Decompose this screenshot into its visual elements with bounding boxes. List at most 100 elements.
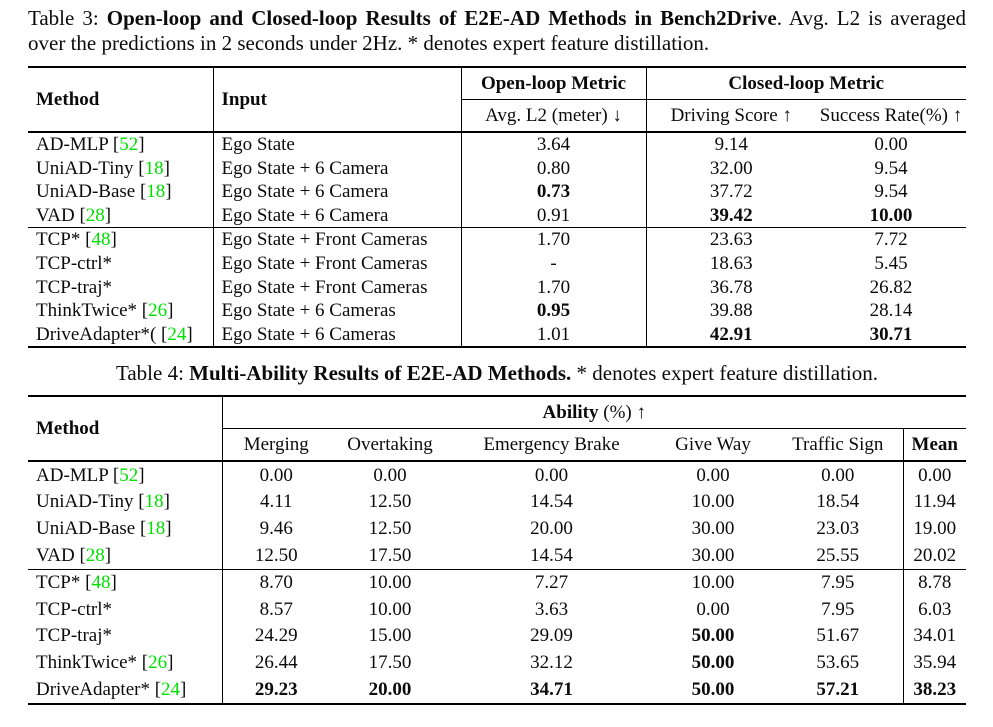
citation-number: 26 (148, 652, 168, 673)
ability-unit: (%) ↑ (598, 402, 646, 424)
value-cell: 15.00 (368, 625, 412, 647)
table3-header-row-sub: Avg. L2 (meter) ↓ Driving Score ↑ Succes… (28, 99, 966, 133)
value-cell: 1.70 (460, 275, 646, 300)
value-cell: 34.71 (530, 678, 573, 700)
value-cell: 25.55 (816, 544, 860, 566)
method-cell: ThinkTwice* [26] (36, 300, 174, 322)
table4-group-1: AD-MLP [52] 0.00 0.00 0.00 0.00 0.00 0.00 UniAD… (28, 461, 967, 570)
table3-caption-rest: . Avg. L2 is averaged over the predictio… (28, 6, 967, 55)
value-cell: 0.00 (821, 464, 855, 486)
value-cell: 50.00 (691, 652, 735, 673)
value-cell: 0.00 (534, 464, 569, 486)
value-cell: 35.94 (902, 649, 967, 677)
value-cell: 20.00 (368, 678, 412, 700)
col-header-driving-score: Driving Score ↑ (646, 99, 816, 133)
col-header-traffic-sign: Traffic Sign (773, 428, 903, 463)
citation-number: 18 (144, 491, 164, 513)
table3-caption-title: Open-loop and Closed-loop Results of E2E… (106, 6, 777, 30)
table-row: TCP-traj* Ego State + Front Cameras 1.70 36… (28, 275, 966, 300)
method-name: VAD (36, 544, 75, 566)
input-cell: Ego State + Front Cameras (212, 275, 461, 300)
table3-caption-label: Table 3: (28, 6, 107, 30)
table-row: VAD [28] Ego State + 6 Camera 0.91 39.42 10.… (28, 203, 966, 228)
citation-number: 18 (144, 157, 164, 179)
value-cell: 8.78 (902, 568, 967, 597)
table-row: TCP* [48] Ego State + Front Cameras 1.70 23… (28, 227, 966, 252)
citation-number: 26 (148, 300, 168, 322)
value-cell: 20.00 (530, 518, 573, 540)
value-cell: 38.23 (902, 676, 967, 704)
citation-number: 52 (119, 464, 139, 486)
value-cell: 0.00 (696, 598, 730, 620)
method-cell: TCP-traj* (28, 276, 213, 300)
method-name: UniAD-Tiny (36, 491, 134, 513)
method-cell: TCP-ctrl* (28, 596, 222, 623)
value-cell: 19.00 (902, 515, 967, 543)
value-cell: 1.70 (460, 227, 646, 252)
citation-number: 48 (91, 572, 111, 594)
value-cell: 24.29 (221, 622, 330, 650)
table-row: UniAD-Tiny [18] 4.11 12.50 14.54 10.00 18.54 1… (28, 488, 967, 516)
value-cell: 32.12 (530, 652, 573, 673)
value-cell: 36.78 (645, 275, 816, 300)
col-header-merging: Merging (222, 428, 330, 463)
value-cell: 10.00 (330, 568, 450, 597)
table-row: TCP-ctrl* Ego State + Front Cameras -18.63… (28, 251, 966, 276)
value-cell: 3.63 (534, 598, 569, 620)
table4-multi-ability-results: Method Ability (%) ↑ Merging Overtaking … (28, 395, 967, 705)
method-name: TCP-ctrl* (36, 598, 112, 620)
table-row: TCP-ctrl* 8.57 10.00 3.63 0.00 7.95 6.03 (28, 596, 967, 623)
value-cell: 30.71 (869, 323, 913, 345)
value-cell: 9.54 (874, 157, 908, 179)
input-cell: Ego State + 6 Cameras (212, 322, 461, 348)
method-name: ThinkTwice* (36, 652, 138, 673)
citation-number: 28 (85, 204, 105, 226)
value-cell: 20.02 (902, 542, 967, 570)
col-header-method: Method (28, 67, 214, 133)
value-cell: 8.57 (221, 596, 330, 623)
citation-number: 28 (85, 544, 105, 566)
method-cell: UniAD-Tiny [18] (36, 157, 170, 179)
value-cell: 26.82 (869, 276, 913, 298)
method-name: VAD (36, 204, 75, 226)
value-cell: 6.03 (902, 596, 967, 623)
value-cell: 32.00 (645, 156, 816, 181)
method-cell: VAD [28] (36, 544, 112, 566)
col-header-emergency-brake: Emergency Brake (450, 428, 653, 463)
value-cell: 0.00 (902, 461, 967, 489)
citation-number: 48 (91, 229, 111, 251)
col-header-input: Input (213, 67, 462, 133)
value-cell: 26.44 (221, 649, 330, 677)
value-cell: 29.23 (221, 676, 330, 704)
method-name: AD-MLP (36, 464, 109, 486)
value-cell: 30.00 (691, 544, 735, 566)
value-cell: 28.14 (869, 300, 913, 322)
method-cell: TCP-traj* (28, 623, 222, 650)
value-cell: 10.00 (869, 204, 913, 226)
value-cell: 8.70 (221, 568, 330, 597)
method-cell: AD-MLP [52] (36, 134, 145, 155)
method-cell: AD-MLP [52] (36, 464, 145, 486)
value-cell: 12.50 (368, 491, 412, 513)
citation-number: 24 (161, 678, 181, 700)
input-cell: Ego State + 6 Cameras (212, 299, 461, 323)
value-cell: 18.54 (816, 491, 860, 513)
table4-header: Method Ability (%) ↑ Merging Overtaking … (28, 396, 967, 463)
value-cell: 50.00 (691, 678, 735, 700)
table-row: ThinkTwice* [26] 26.44 17.50 32.12 50.00 53.6… (28, 649, 967, 677)
citation-number: 18 (146, 181, 166, 203)
col-header-overtaking: Overtaking (330, 428, 450, 463)
method-name: AD-MLP (36, 134, 109, 155)
method-cell: UniAD-Base [18] (36, 181, 172, 203)
table3-group-1: AD-MLP [52] Ego State 3.64 9.14 0.00 UniAD-Ti… (28, 132, 966, 228)
table4-group-2: TCP* [48] 8.70 10.00 7.27 10.00 7.95 8.78 TCP-c… (28, 568, 967, 704)
table-row: DriveAdapter* [24] 29.23 20.00 34.71 50.00 57… (28, 676, 967, 704)
value-cell: 53.65 (816, 652, 860, 673)
method-name: TCP-ctrl* (36, 252, 112, 274)
value-cell: 0.00 (874, 134, 908, 155)
value-cell: 37.72 (645, 180, 816, 204)
table-row: DriveAdapter*( [24] Ego State + 6 Cameras… (28, 322, 966, 348)
value-cell: 23.63 (645, 227, 816, 252)
value-cell: 18.63 (645, 251, 816, 276)
method-name: TCP* (36, 572, 81, 594)
